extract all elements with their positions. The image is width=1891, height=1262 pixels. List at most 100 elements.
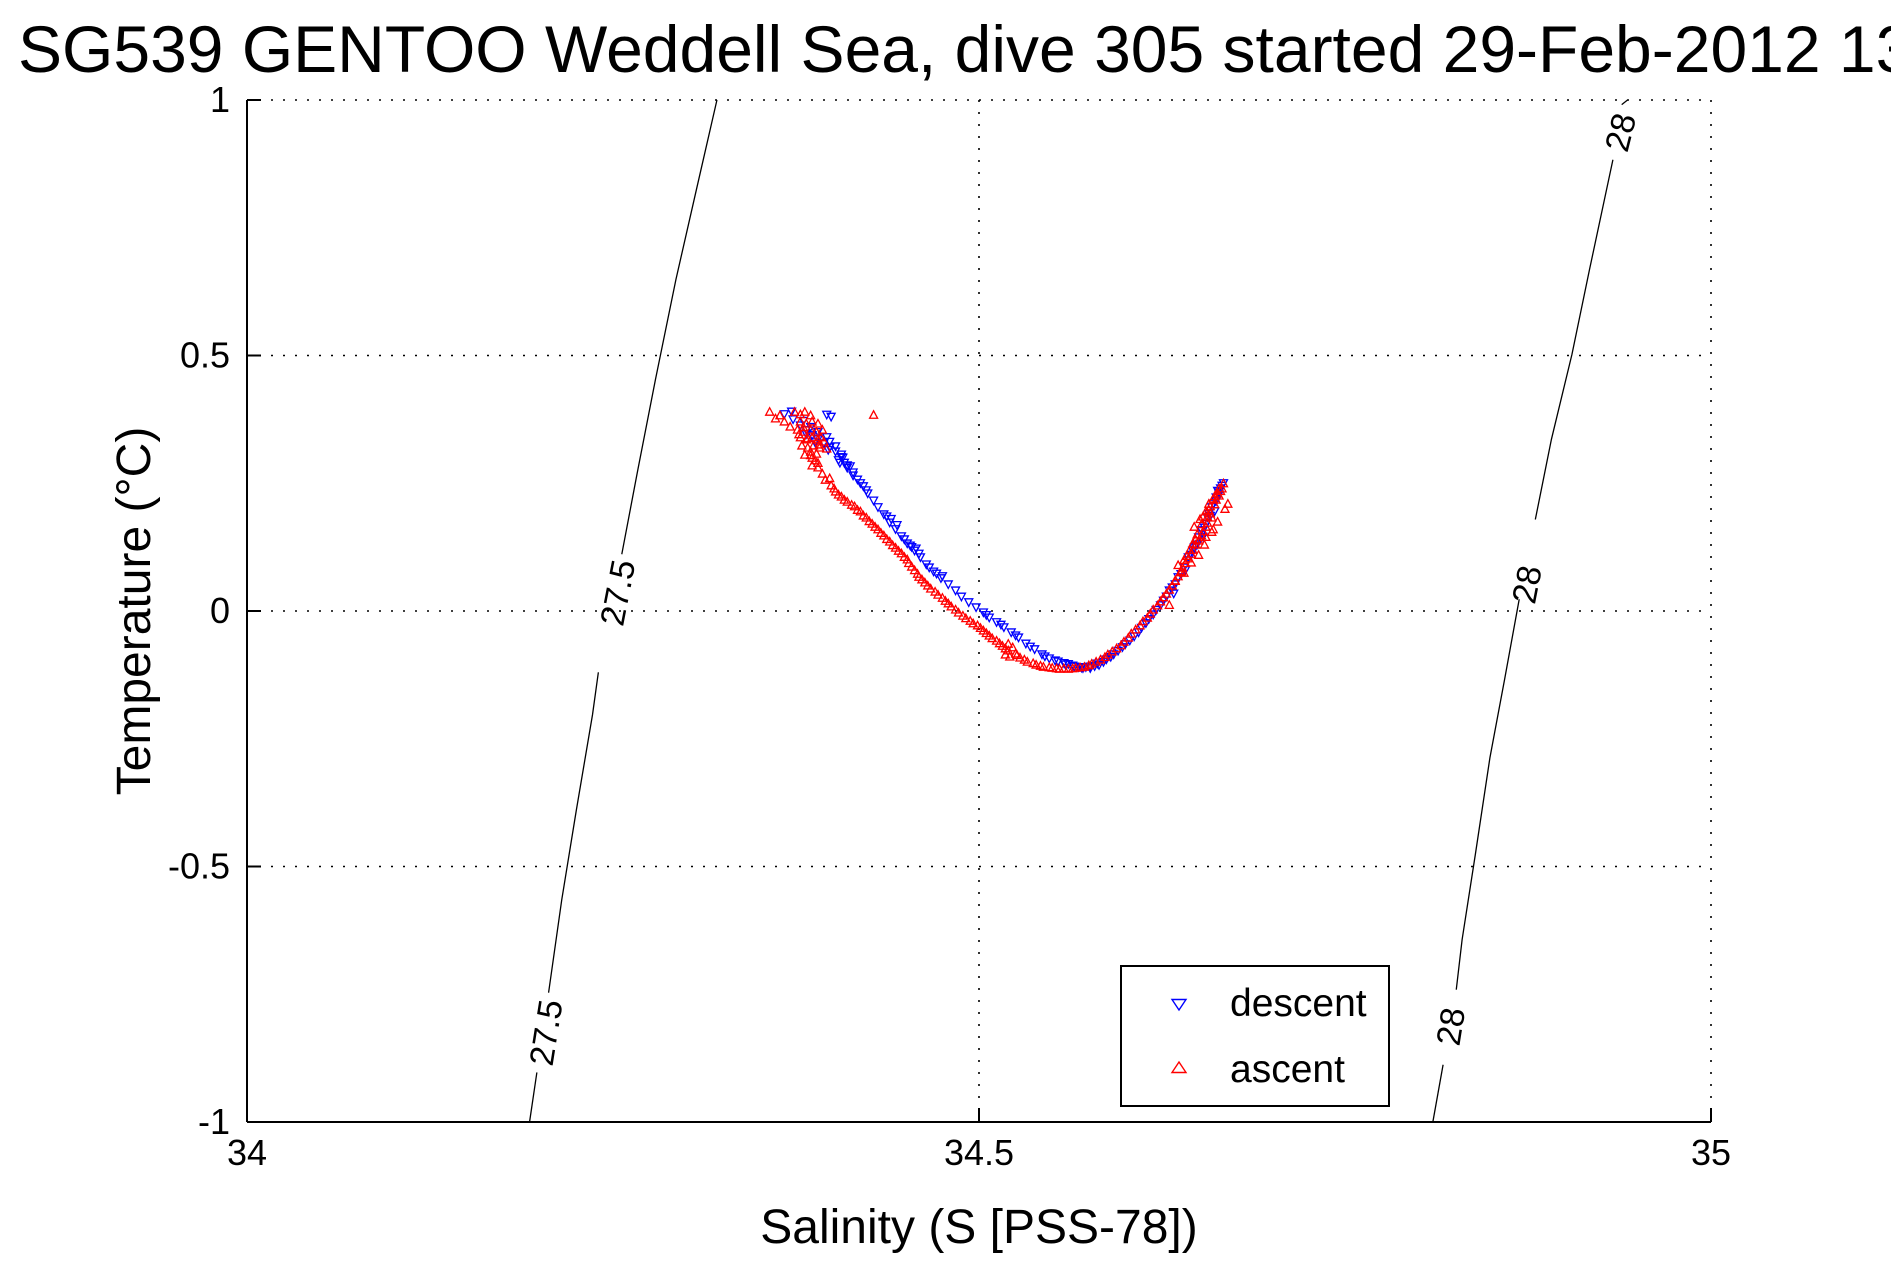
scatter-point-ascent: [1189, 521, 1200, 531]
scatter-point-ascent: [808, 440, 819, 450]
scatter-point-descent: [1063, 659, 1074, 670]
scatter-point-descent: [861, 486, 872, 496]
scatter-point-descent: [824, 437, 835, 448]
scatter-point-descent: [1029, 645, 1040, 655]
scatter-point-descent: [943, 580, 954, 590]
scatter-point-ascent: [795, 416, 806, 426]
scatter-point-ascent: [1190, 539, 1201, 549]
scatter-point-ascent: [861, 512, 872, 522]
scatter-point-ascent: [1074, 661, 1086, 672]
scatter-point-ascent: [864, 515, 875, 526]
legend-label-ascent: ascent: [1230, 1048, 1345, 1091]
contour-label-27.5: 27.5: [593, 557, 643, 629]
scatter-point-descent: [821, 433, 832, 443]
scatter-point-ascent: [987, 632, 998, 643]
scatter-point-ascent: [1170, 574, 1181, 585]
scatter-point-ascent: [805, 449, 816, 460]
scatter-point-ascent: [1095, 654, 1106, 664]
scatter-point-ascent: [903, 557, 914, 568]
scatter-point-descent: [910, 544, 922, 555]
scatter-point-ascent: [807, 459, 818, 470]
scatter-point-ascent: [812, 462, 824, 472]
scatter-point-ascent: [852, 504, 863, 514]
contour-line-28: [1534, 159, 1614, 520]
scatter-point-ascent: [1209, 498, 1220, 509]
scatter-point-descent: [834, 458, 846, 469]
y-tick-label: 0: [210, 590, 230, 631]
scatter-point-ascent: [1173, 559, 1184, 570]
scatter-point-ascent: [811, 448, 822, 458]
scatter-point-ascent: [817, 468, 828, 478]
scatter-point-descent: [978, 608, 989, 618]
scatter-point-descent: [896, 532, 907, 542]
scatter-point-descent: [868, 496, 879, 507]
scatter-point-ascent: [855, 505, 866, 516]
scatter-point-ascent: [770, 412, 781, 423]
scatter-point-ascent: [1222, 498, 1233, 508]
scatter-point-descent: [891, 521, 903, 531]
scatter-point-descent: [787, 415, 799, 425]
scatter-point-ascent: [1000, 642, 1011, 653]
scatter-point-descent: [1025, 642, 1036, 653]
scatter-point-ascent: [994, 637, 1005, 648]
scatter-point-descent: [848, 468, 859, 478]
scatter-point-ascent: [975, 622, 986, 633]
contour-line-27.5: [547, 672, 600, 993]
scatter-point-ascent: [812, 457, 824, 467]
tick-labels: 34 34.5 35 1 0.5 0 -0.5 -1: [168, 79, 1731, 1173]
scatter-point-descent: [1205, 511, 1216, 522]
scatter-point-descent: [1151, 605, 1162, 616]
scatter-point-ascent: [1193, 549, 1204, 559]
scatter-point-ascent: [1186, 557, 1197, 567]
scatter-point-ascent: [960, 612, 971, 623]
scatter-point-ascent: [764, 406, 775, 416]
scatter-point-ascent: [1044, 661, 1055, 672]
legend: descent ascent: [1120, 965, 1390, 1107]
scatter-point-descent: [826, 412, 837, 423]
scatter-point-ascent: [1051, 662, 1062, 673]
legend-marker-ascent-triangle-up-icon: [1170, 1060, 1188, 1074]
scatter-point-ascent: [801, 418, 812, 428]
scatter-point-descent: [1050, 656, 1061, 666]
scatter-point-ascent: [779, 416, 790, 426]
scatter-point-ascent: [869, 521, 881, 531]
contour-label-28: 28: [1430, 1005, 1473, 1048]
scatter-point-descent: [1073, 663, 1084, 673]
legend-label-descent: descent: [1230, 982, 1367, 1025]
scatter-point-descent: [956, 592, 967, 603]
scatter-point-ascent: [1000, 649, 1011, 659]
scatter-point-ascent: [839, 494, 850, 504]
scatter-point-ascent: [802, 432, 813, 443]
contour-label-27.5: 27.5: [523, 997, 571, 1068]
scatter-point-ascent: [1190, 534, 1201, 544]
scatter-point-descent: [886, 514, 897, 525]
scatter-point-ascent: [812, 418, 824, 428]
scatter-point-ascent: [799, 449, 810, 459]
scatter-point-ascent: [802, 442, 813, 452]
scatter-point-ascent: [1187, 538, 1198, 548]
scatter-point-ascent: [1175, 565, 1187, 576]
scatter-point-ascent: [1197, 511, 1209, 521]
scatter-point-ascent: [1038, 661, 1049, 671]
y-tick-label: 0.5: [180, 335, 230, 376]
scatter-point-descent: [1044, 654, 1055, 664]
scatter-point-ascent: [932, 589, 944, 599]
scatter-point-ascent: [1067, 662, 1078, 673]
y-axis-label: Temperature (°C): [108, 427, 161, 796]
scatter-point-ascent: [896, 547, 907, 558]
scatter-point-ascent: [796, 440, 807, 450]
scatter-point-ascent: [1022, 656, 1033, 666]
scatter-point-ascent: [968, 617, 979, 628]
scatter-point-ascent: [798, 421, 809, 432]
scatter-point-ascent: [1219, 503, 1231, 513]
scatter-point-ascent: [1028, 657, 1039, 668]
y-tick-label: -0.5: [168, 846, 230, 887]
page-title: SG539 GENTOO Weddell Sea, dive 305 start…: [18, 12, 1891, 86]
scatter-point-descent: [1006, 628, 1017, 638]
scatter-point-ascent: [1031, 659, 1042, 669]
scatter-point-descent: [937, 572, 948, 582]
scatter-point-ascent: [1196, 518, 1207, 529]
scatter-point-ascent: [899, 551, 910, 561]
scatter-point-ascent: [981, 627, 992, 638]
